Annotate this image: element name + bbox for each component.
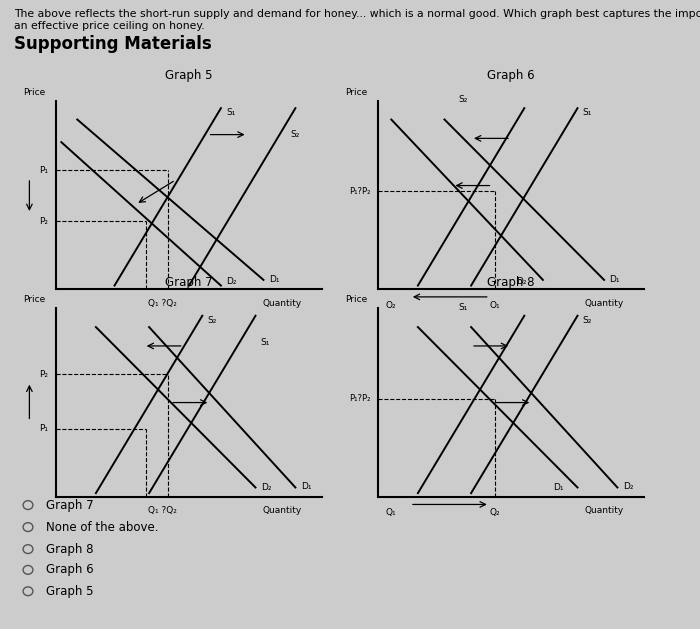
Text: D₂: D₂	[226, 277, 237, 286]
Text: Quantity: Quantity	[584, 506, 624, 515]
Text: D₁: D₁	[554, 483, 564, 492]
Text: P₁: P₁	[39, 425, 48, 433]
Text: Q₁ ?Q₂: Q₁ ?Q₂	[148, 506, 177, 515]
Text: Q₂: Q₂	[490, 508, 500, 517]
Text: S₁: S₁	[458, 303, 468, 312]
Text: P₁: P₁	[39, 166, 48, 175]
Text: Graph 8: Graph 8	[46, 543, 93, 555]
Text: D₁: D₁	[269, 276, 279, 284]
Text: D₁: D₁	[301, 482, 312, 491]
Text: P₁?P₂: P₁?P₂	[349, 394, 370, 403]
Text: P₁?P₂: P₁?P₂	[349, 187, 370, 196]
Text: D₂: D₂	[623, 482, 634, 491]
Text: Graph 5: Graph 5	[46, 585, 93, 598]
Text: S₂: S₂	[458, 96, 468, 104]
Text: Graph 6: Graph 6	[487, 69, 535, 82]
Text: S₁: S₁	[226, 108, 236, 117]
Text: Q₁: Q₁	[490, 301, 500, 309]
Text: Graph 8: Graph 8	[487, 276, 535, 289]
Text: Quantity: Quantity	[584, 299, 624, 308]
Text: The above reflects the short-run supply and demand for honey... which is a norma: The above reflects the short-run supply …	[14, 9, 700, 19]
Text: Graph 7: Graph 7	[46, 499, 93, 511]
Text: Graph 7: Graph 7	[165, 276, 213, 289]
Text: Q₁: Q₁	[386, 508, 397, 517]
Text: Quantity: Quantity	[262, 299, 302, 308]
Text: Supporting Materials: Supporting Materials	[14, 35, 211, 53]
Text: None of the above.: None of the above.	[46, 521, 158, 533]
Text: S₁: S₁	[261, 338, 270, 347]
Text: D₁: D₁	[610, 276, 620, 284]
Text: Price: Price	[24, 88, 46, 97]
Text: Price: Price	[24, 296, 46, 304]
Text: D₂: D₂	[261, 483, 272, 492]
Text: S₂: S₂	[290, 130, 300, 139]
Text: P₂: P₂	[39, 217, 48, 226]
Text: S₂: S₂	[208, 316, 217, 325]
Text: Price: Price	[346, 296, 368, 304]
Text: S₁: S₁	[583, 108, 592, 117]
Text: Graph 5: Graph 5	[165, 69, 213, 82]
Text: Graph 6: Graph 6	[46, 564, 93, 576]
Text: D₂: D₂	[517, 277, 527, 286]
Text: an effective price ceiling on honey.: an effective price ceiling on honey.	[14, 21, 204, 31]
Text: Quantity: Quantity	[262, 506, 302, 515]
Text: P₂: P₂	[39, 370, 48, 379]
Text: Q₂: Q₂	[386, 301, 397, 309]
Text: Q₁ ?Q₂: Q₁ ?Q₂	[148, 299, 177, 308]
Text: Price: Price	[346, 88, 368, 97]
Text: S₂: S₂	[583, 316, 592, 325]
